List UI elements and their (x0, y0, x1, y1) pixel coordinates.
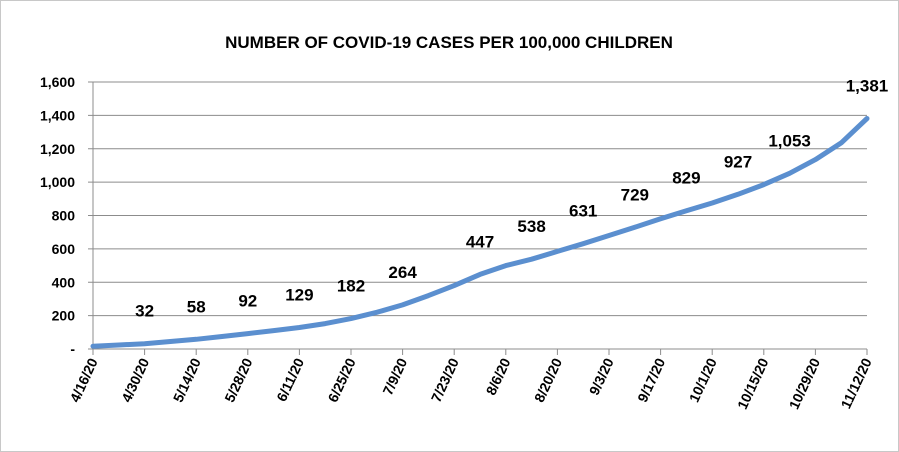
data-label: 631 (569, 202, 597, 221)
x-axis-ticks: 4/16/20 4/30/20 5/14/20 5/28/20 6/11/20 6/25/… (66, 355, 874, 411)
data-label: 1,053 (768, 131, 811, 150)
x-tick-label: 7/23/20 (428, 355, 462, 404)
data-label: 92 (238, 292, 257, 311)
axes (88, 81, 868, 355)
x-tick-label: 7/9/20 (379, 355, 410, 397)
y-tick-label: 400 (52, 274, 76, 290)
data-label: 927 (724, 152, 752, 171)
series (90, 116, 870, 349)
data-label: 32 (135, 302, 154, 321)
x-tick-label: 9/3/20 (586, 355, 617, 397)
chart-title: NUMBER OF COVID-19 CASES PER 100,000 CHI… (225, 33, 673, 52)
x-tick-label: 5/14/20 (170, 355, 204, 404)
data-label: 829 (672, 169, 700, 188)
y-tick-label: 1,400 (40, 107, 75, 123)
data-label: 182 (337, 277, 365, 296)
data-label: 447 (466, 232, 494, 251)
x-tick-label: 8/20/20 (531, 355, 565, 404)
data-label: 129 (285, 285, 313, 304)
x-tick-label: 11/12/20 (838, 355, 875, 411)
y-axis-ticks: - 200 400 600 800 1,000 1,200 1,400 1,600 (40, 74, 75, 357)
x-tick-label: 4/16/20 (66, 355, 100, 404)
x-tick-label: 10/15/20 (734, 355, 772, 411)
y-tick-label: 800 (52, 208, 76, 224)
x-tick-label: 10/1/20 (686, 355, 720, 404)
x-tick-label: 4/30/20 (118, 355, 152, 404)
x-tick-label: 9/17/20 (634, 355, 668, 404)
y-tick-label: - (70, 341, 75, 357)
y-tick-label: 200 (52, 308, 76, 324)
data-labels: 32 58 92 129 182 264 447 538 631 729 829 927 1,053 1,… (135, 77, 888, 321)
y-tick-label: 1,200 (40, 141, 75, 157)
data-label: 264 (388, 263, 417, 282)
data-label: 729 (621, 185, 649, 204)
x-tick-label: 6/11/20 (273, 355, 307, 404)
x-tick-label: 10/29/20 (786, 355, 824, 411)
data-label: 58 (187, 297, 206, 316)
y-tick-label: 600 (52, 241, 76, 257)
data-label: 538 (517, 217, 545, 236)
y-tick-label: 1,000 (40, 174, 75, 190)
y-tick-label: 1,600 (40, 74, 75, 90)
data-label: 1,381 (846, 77, 889, 96)
x-tick-label: 5/28/20 (221, 355, 255, 404)
x-tick-label: 8/6/20 (483, 355, 514, 397)
x-tick-label: 6/25/20 (324, 355, 358, 404)
gridlines (93, 81, 867, 317)
